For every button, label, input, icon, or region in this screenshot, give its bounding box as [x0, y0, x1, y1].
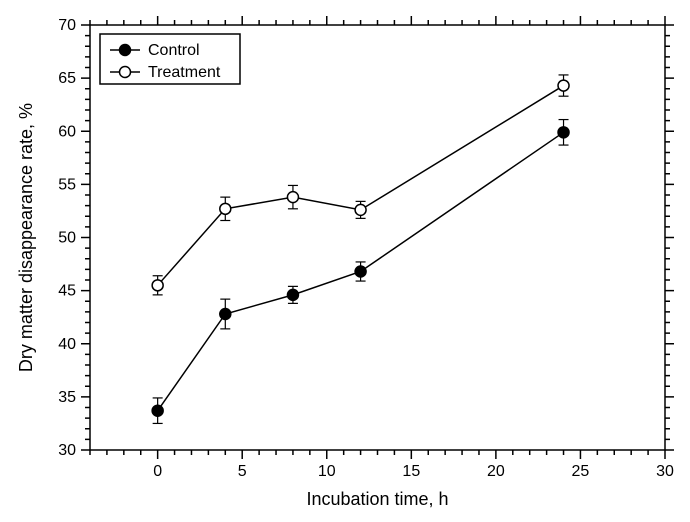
x-tick-label: 5 — [238, 463, 247, 480]
legend-marker — [120, 67, 131, 78]
y-tick-label: 70 — [58, 17, 76, 34]
marker-treatment — [152, 280, 163, 291]
y-tick-label: 55 — [58, 176, 76, 193]
series-line-treatment — [158, 86, 564, 286]
legend-marker — [120, 45, 131, 56]
x-axis-title: Incubation time, h — [306, 489, 448, 509]
marker-control — [287, 289, 298, 300]
x-tick-label: 10 — [318, 463, 336, 480]
y-tick-label: 65 — [58, 70, 76, 87]
y-tick-label: 30 — [58, 442, 76, 459]
marker-control — [558, 127, 569, 138]
legend-label: Control — [148, 42, 200, 59]
legend-label: Treatment — [148, 64, 221, 81]
line-chart: 0 5 10 15 20 25 30 30 35 40 45 50 55 60 65 70 Incubation… — [0, 0, 690, 522]
marker-control — [152, 405, 163, 416]
marker-treatment — [355, 204, 366, 215]
y-tick-label: 35 — [58, 389, 76, 406]
marker-treatment — [558, 80, 569, 91]
marker-treatment — [287, 192, 298, 203]
marker-control — [220, 309, 231, 320]
x-tick-label: 25 — [572, 463, 590, 480]
y-tick-label: 40 — [58, 336, 76, 353]
x-tick-label: 20 — [487, 463, 505, 480]
x-tick-label: 15 — [402, 463, 420, 480]
y-tick-label: 50 — [58, 230, 76, 247]
x-tick-label: 30 — [656, 463, 674, 480]
chart-container: 0 5 10 15 20 25 30 30 35 40 45 50 55 60 65 70 Incubation… — [0, 0, 690, 522]
x-tick-label: 0 — [153, 463, 162, 480]
marker-control — [355, 266, 366, 277]
y-axis-title: Dry matter disappearance rate, % — [16, 103, 36, 372]
y-tick-label: 45 — [58, 283, 76, 300]
marker-treatment — [220, 203, 231, 214]
y-tick-label: 60 — [58, 123, 76, 140]
